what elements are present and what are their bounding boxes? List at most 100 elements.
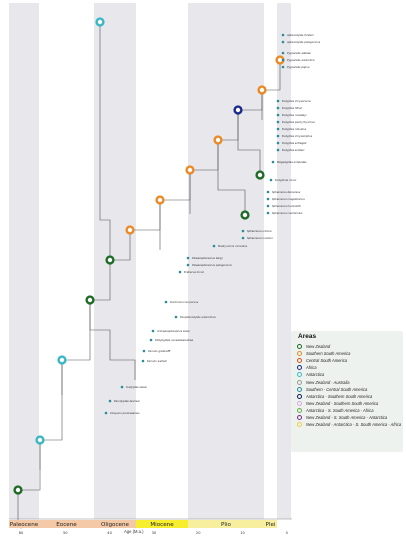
legend-item: Antarctica - Southern South America bbox=[297, 393, 403, 400]
time-axis: Paleocene Eocene Oligocene Miocene Plio Plei … bbox=[9, 518, 292, 535]
epoch-segment bbox=[136, 520, 188, 528]
taxon-label: Pygoscelis adeliae bbox=[287, 51, 311, 55]
tip-marker bbox=[241, 229, 245, 233]
legend-swatch bbox=[297, 386, 302, 392]
tip-marker bbox=[164, 300, 168, 304]
taxon-label: Eudyptes robustus bbox=[282, 127, 307, 131]
legend-label: New Zealand - Australia bbox=[306, 379, 350, 385]
taxon-label: Paraptenodytes antarcticus bbox=[180, 315, 216, 319]
tip-marker bbox=[266, 204, 270, 208]
legend-item: Antarctica bbox=[297, 371, 403, 378]
legend-swatch bbox=[297, 400, 302, 406]
taxon-label: Pygoscelis antarctica bbox=[287, 58, 315, 62]
epoch-segment bbox=[94, 520, 136, 528]
taxon-label: Archaeospheniscus lowei bbox=[156, 329, 190, 333]
legend-item: Southern - Central South America bbox=[297, 386, 403, 393]
tick-label: 10 bbox=[240, 531, 245, 535]
taxon-label: Icadyptes salasi bbox=[126, 385, 147, 389]
x-axis-label: Age (M.a.) bbox=[124, 529, 144, 534]
taxon-label: Kairuku grebneffi bbox=[148, 349, 171, 353]
legend-swatch bbox=[297, 372, 302, 378]
tip-marker bbox=[281, 58, 285, 62]
taxon-label: Kairuku waitaki bbox=[147, 359, 167, 363]
tip-marker bbox=[174, 315, 178, 319]
taxon-label: Aptenodytes patagonicus bbox=[286, 40, 321, 44]
epoch-segment bbox=[9, 520, 39, 528]
legend-swatch bbox=[297, 365, 302, 371]
tip-marker bbox=[269, 178, 273, 182]
tip-marker bbox=[178, 270, 182, 274]
epoch-segment bbox=[39, 520, 94, 528]
epoch-band-pleistocene bbox=[277, 3, 291, 519]
tick-label: 30 bbox=[152, 531, 157, 535]
tick-label: 0 bbox=[286, 531, 289, 535]
taxon-label: Eudyptes chrysocome bbox=[282, 99, 311, 103]
taxon-label: Eudyptes chrysolophus bbox=[282, 134, 313, 138]
epoch-band-miocene bbox=[188, 3, 264, 519]
legend-swatch bbox=[297, 351, 302, 357]
legend-item: Central South America bbox=[297, 357, 403, 364]
tip-marker bbox=[281, 65, 285, 69]
taxon-label: Megadyptes antipodes bbox=[277, 160, 307, 164]
legend-item: Antarctica - S. South America - Africa bbox=[297, 407, 403, 414]
legend-items: New Zealand Southern South America Central… bbox=[291, 343, 403, 428]
taxon-label: Eretiscus tonnii bbox=[184, 270, 204, 274]
epoch-label: Plio bbox=[221, 522, 231, 528]
ancestral-state-nodes bbox=[13, 17, 285, 495]
tip-marker bbox=[186, 256, 190, 260]
legend-swatch bbox=[297, 422, 302, 428]
tick-label: 60 bbox=[19, 531, 24, 535]
legend-label: New Zealand - S. South America - Antarct… bbox=[306, 414, 388, 420]
legend-label: New Zealand - Antarctica - S. South Amer… bbox=[306, 422, 402, 428]
tip-marker bbox=[281, 51, 285, 55]
taxon-label: Eudyptes schlegeli bbox=[282, 141, 307, 145]
legend-swatch bbox=[297, 414, 302, 420]
tip-marker bbox=[104, 411, 108, 415]
tip-marker bbox=[276, 148, 280, 152]
tip-marker bbox=[281, 33, 285, 37]
legend-item: Africa bbox=[297, 364, 403, 371]
taxon-label: Spheniscus magellanicus bbox=[272, 197, 305, 201]
tip-marker bbox=[108, 399, 112, 403]
taxon-label: Duntroonornis parvus bbox=[170, 300, 199, 304]
legend-item: New Zealand - Australia bbox=[297, 378, 403, 385]
legend-label: Antarctica bbox=[306, 372, 325, 378]
taxon-label: Spheniscus urbinai bbox=[247, 229, 272, 233]
taxon-labels: Aptenodytes forsteri Aptenodytes patagoni… bbox=[19, 33, 321, 529]
tip-marker bbox=[276, 134, 280, 138]
legend-label: New Zealand bbox=[306, 344, 331, 350]
tree-branches bbox=[17, 22, 281, 522]
epoch-band-paleocene bbox=[9, 3, 39, 519]
legend-swatch bbox=[297, 379, 302, 385]
taxon-label: Platydyptes novaezealandiae bbox=[155, 338, 193, 342]
epoch-band-oligocene bbox=[94, 3, 136, 519]
taxon-label: Aptenodytes forsteri bbox=[286, 33, 314, 37]
taxon-label: Eudyptula minor bbox=[275, 178, 297, 182]
epoch-label: Plei bbox=[266, 522, 276, 528]
taxon-label: Perudyptes devriesi bbox=[114, 399, 140, 403]
tip-marker bbox=[266, 211, 270, 215]
legend-item: Southern South America bbox=[297, 350, 403, 357]
taxon-label: Madrynornis mirandus bbox=[218, 244, 248, 248]
tip-marker bbox=[149, 338, 153, 342]
legend-title: Areas bbox=[298, 333, 317, 340]
taxon-label: Spheniscus mendiculus bbox=[272, 211, 303, 215]
tip-marker bbox=[266, 190, 270, 194]
epoch-label: Oligocene bbox=[101, 522, 130, 528]
legend-label: Southern - Central South America bbox=[306, 386, 368, 392]
epoch-segment bbox=[264, 520, 277, 528]
tip-marker bbox=[266, 197, 270, 201]
tip-marker bbox=[276, 120, 280, 124]
taxon-label: Eudyptes filholi bbox=[282, 106, 302, 110]
tick-labels: 60 50 40 30 20 10 0 bbox=[19, 531, 289, 535]
tick-label: 50 bbox=[63, 531, 68, 535]
legend-item: New Zealand - Antarctica - S. South Amer… bbox=[297, 421, 403, 428]
tip-marker bbox=[212, 244, 216, 248]
epoch-label: Paleocene bbox=[10, 522, 39, 528]
legend-label: Africa bbox=[306, 365, 317, 371]
tip-marker bbox=[141, 359, 145, 363]
taxon-label: Eudyptes moseleyi bbox=[282, 113, 307, 117]
taxon-label: Spheniscus humboldti bbox=[272, 204, 301, 208]
